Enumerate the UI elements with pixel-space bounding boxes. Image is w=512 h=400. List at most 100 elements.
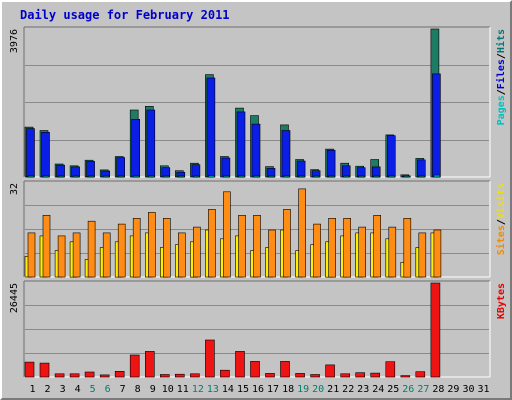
bar-sites-day-23 [358,226,367,278]
bar-pages-day-9 [148,175,155,178]
bar-kbytes-day-1 [24,361,35,378]
legend-entry: / [496,53,507,59]
bar-files-day-7 [116,157,125,178]
xtick-label-day-31: 31 [477,384,489,395]
bar-pages-day-21 [328,175,335,178]
xtick-label-day-11: 11 [177,384,189,395]
xtick-label-day-26: 26 [402,384,414,395]
bar-pages-day-23 [358,175,366,178]
bar-kbytes-day-14 [220,369,230,378]
bar-files-day-18 [281,130,291,178]
bar-pages-day-12 [193,175,200,178]
bar-sites-day-20 [313,223,321,278]
bar-kbytes-day-27 [415,371,426,378]
bar-pages-day-5 [87,175,95,178]
legend-entry: / [496,219,507,225]
bar-kbytes-day-7 [114,370,125,378]
bar-kbytes-day-9 [145,351,155,378]
bar-sites-day-10 [163,218,171,278]
bar-pages-day-1 [27,175,35,178]
bar-sites-day-9 [148,212,156,278]
bar-files-day-13 [206,77,216,178]
bar-pages-day-13 [208,175,215,178]
bar-files-day-22 [341,165,351,178]
bar-files-day-21 [326,149,336,178]
bar-sites-day-16 [253,215,261,278]
bar-files-day-28 [432,73,441,178]
bar-files-day-4 [71,166,80,178]
bar-files-day-1 [26,128,35,178]
bar-files-day-14 [221,157,231,178]
bar-kbytes-day-28 [430,282,441,378]
bar-sites-day-26 [403,218,412,278]
bar-pages-day-25 [388,175,396,178]
bar-sites-day-19 [298,188,306,278]
xtick-label-day-30: 30 [462,384,474,395]
bar-pages-day-24 [373,175,381,178]
bar-files-day-19 [296,160,306,178]
legend-hits-files-pages: Pages/Files/Hits [495,29,507,125]
legend-entry: Sites [495,225,507,255]
bar-sites-day-15 [238,215,246,278]
bar-pages-day-18 [283,175,290,178]
bar-pages-day-6 [102,175,110,178]
bar-files-day-16 [251,123,261,178]
bar-files-day-8 [131,119,140,178]
xtick-label-day-29: 29 [447,384,459,395]
bar-sites-day-27 [418,232,427,278]
xtick-label-day-5: 5 [90,384,96,395]
bar-sites-day-5 [87,220,96,278]
bar-pages-day-19 [298,175,305,178]
bar-sites-day-22 [343,218,352,278]
xtick-label-day-28: 28 [432,384,444,395]
bar-files-day-2 [41,132,50,178]
bar-kbytes-day-20 [310,374,320,378]
xtick-label-day-20: 20 [312,384,324,395]
bar-sites-day-14 [223,191,231,278]
xtick-label-day-4: 4 [75,384,81,395]
legend-entry: / [496,89,507,95]
bar-files-day-25 [386,135,396,178]
bar-pages-day-20 [313,175,320,178]
bar-kbytes-day-13 [205,339,215,378]
bar-pages-day-2 [42,175,50,178]
xtick-label-day-21: 21 [327,384,339,395]
bar-kbytes-day-5 [84,371,95,378]
bar-kbytes-day-25 [385,361,396,378]
bar-pages-day-28 [433,174,441,178]
bar-sites-day-12 [193,226,201,278]
bar-files-day-3 [56,164,65,178]
bar-pages-day-17 [268,175,275,178]
bar-files-day-10 [161,167,171,178]
xtick-label-day-27: 27 [417,384,429,395]
bar-sites-day-6 [102,232,111,278]
xtick-label-day-15: 15 [237,384,249,395]
bar-kbytes-day-18 [280,361,290,378]
xtick-label-day-1: 1 [29,384,35,395]
bar-files-day-23 [356,167,366,178]
bar-files-day-15 [236,111,246,178]
xtick-label-day-23: 23 [357,384,369,395]
bar-kbytes-day-11 [175,373,185,378]
bar-sites-day-8 [132,218,141,278]
bar-pages-day-4 [72,175,80,178]
bar-kbytes-day-26 [400,375,411,378]
bar-files-day-9 [146,109,156,178]
legend-entry: Hits [495,29,507,53]
bar-kbytes-day-12 [190,373,200,378]
bar-sites-day-28 [433,229,442,278]
bar-files-day-24 [371,166,381,178]
bar-files-day-27 [416,159,426,178]
bar-files-day-12 [191,164,201,178]
bar-sites-day-21 [328,218,336,278]
bar-kbytes-day-16 [250,361,260,378]
xtick-label-day-8: 8 [135,384,141,395]
bar-sites-day-7 [117,223,126,278]
bar-pages-day-10 [163,175,170,178]
bar-pages-day-3 [57,175,65,178]
bar-kbytes-day-10 [160,374,170,378]
xtick-label-day-13: 13 [207,384,219,395]
xtick-label-day-19: 19 [297,384,309,395]
ymax-label: 32 [9,183,20,195]
